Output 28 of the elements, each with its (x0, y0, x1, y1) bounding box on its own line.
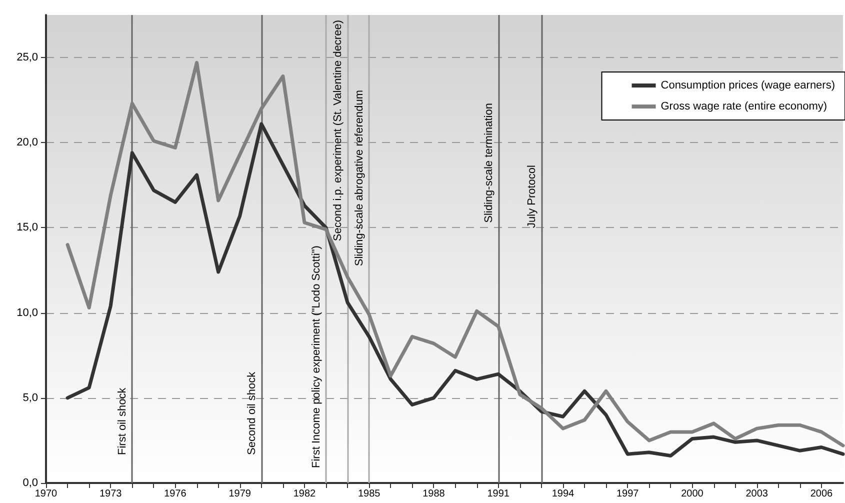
ref-line-label: First oil shock (116, 387, 129, 455)
ref-line-label: July Protocol (526, 165, 538, 228)
legend-label: Gross wage rate (entire economy) (660, 100, 828, 112)
x-tick-label: 1985 (358, 488, 381, 500)
y-tick-label: 20,0 (16, 136, 38, 149)
y-tick-label: 10,0 (16, 306, 38, 319)
x-tick-label: 1997 (616, 488, 640, 500)
x-tick-label: 2006 (810, 488, 834, 500)
x-tick-label: 1973 (99, 488, 122, 500)
y-tick-label: 25,0 (16, 52, 38, 64)
x-tick-label: 2003 (746, 488, 768, 500)
x-tick-label: 1991 (487, 488, 510, 500)
ref-line-label: Sliding-scale abrogative referendum (354, 90, 366, 266)
x-tick-label: 1994 (552, 488, 575, 500)
y-tick-label: 5,0 (22, 392, 38, 404)
x-tick-label: 2000 (681, 488, 704, 500)
y-tick-label: 15,0 (16, 222, 38, 234)
x-tick-label: 1976 (164, 488, 187, 500)
ref-line-label: Second i.p. experiment (St. Valentine decree) (332, 20, 344, 242)
legend-label: Consumption prices (wage earners) (660, 80, 836, 92)
x-tick-label: 1988 (422, 488, 446, 500)
x-tick-label: 1970 (34, 488, 58, 500)
y-tick-label: 0,0 (22, 477, 38, 489)
ref-line-label: Second oil shock (246, 371, 258, 455)
ref-line-label: First Income policy experiment ("Lodo Scotti") (310, 246, 323, 468)
x-tick-label: 1979 (228, 488, 252, 500)
x-tick-label: 1982 (293, 488, 316, 500)
ref-line-label: Sliding-scale termination (482, 103, 495, 223)
